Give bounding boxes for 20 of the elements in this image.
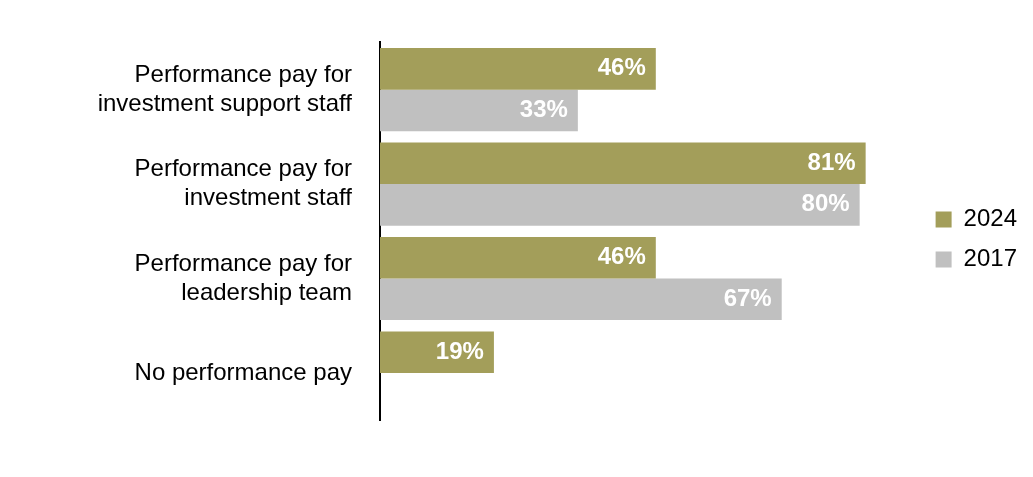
y-tick-label: Performance pay for investment staff <box>134 154 353 211</box>
data-label: 67% <box>723 283 772 311</box>
bar <box>380 184 860 226</box>
legend-label: 2024 <box>963 204 1017 232</box>
bar <box>380 331 494 373</box>
y-tick-label: Performance pay for leadership team <box>134 248 352 305</box>
bar <box>380 142 866 185</box>
data-label: 81% <box>807 147 856 175</box>
data-label: 46% <box>597 53 646 81</box>
y-tick-label: No performance pay <box>134 357 352 385</box>
bar <box>380 236 656 279</box>
legend-label: 2017 <box>963 244 1017 272</box>
bar <box>380 278 782 321</box>
bar <box>380 89 578 132</box>
bar <box>380 48 656 90</box>
y-tick-label: Performance pay for investment support staff <box>97 59 353 116</box>
data-label: 46% <box>597 242 646 270</box>
data-label: 19% <box>435 336 484 364</box>
data-label: 80% <box>801 189 850 217</box>
data-label: 33% <box>519 95 568 123</box>
